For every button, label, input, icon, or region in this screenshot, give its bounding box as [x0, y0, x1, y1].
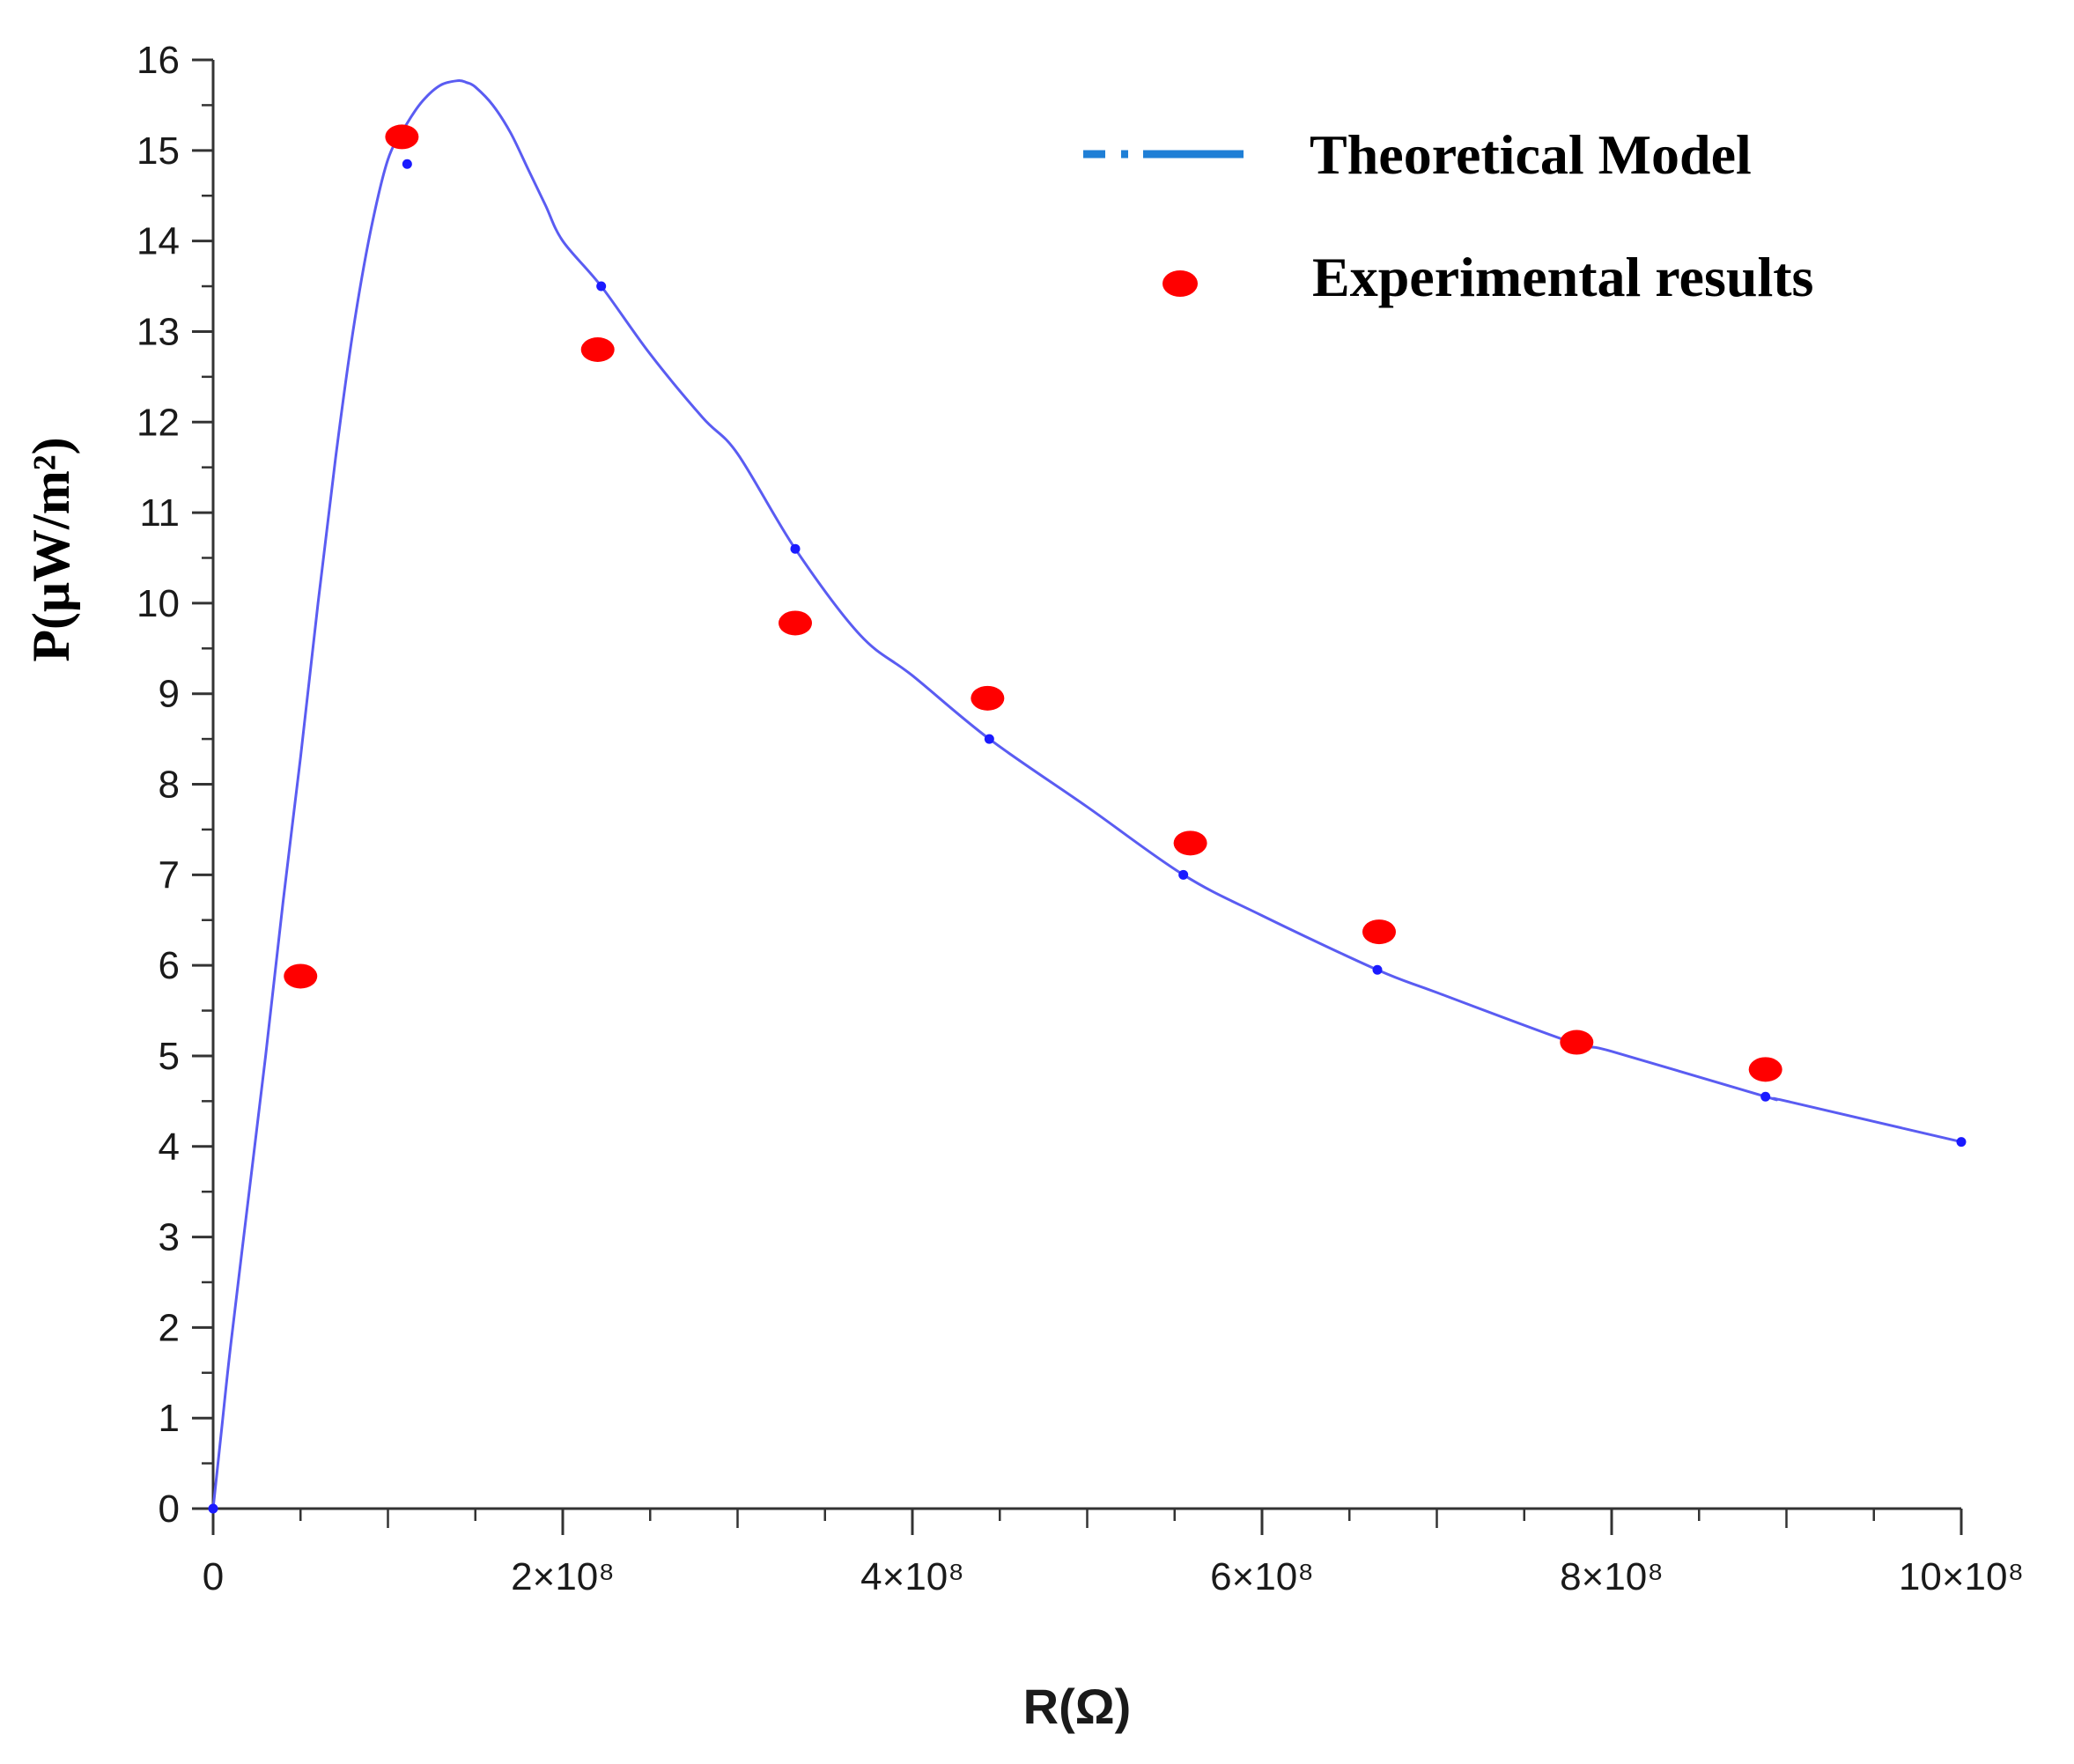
- theoretical-model-marker: [402, 159, 412, 169]
- y-tick-label: 11: [139, 491, 180, 535]
- legend-label-experimental-results: Experimental results: [1312, 246, 1813, 308]
- y-tick-label: 0: [159, 1487, 180, 1531]
- y-tick-label: 13: [137, 310, 180, 353]
- experimental-point: [1173, 830, 1207, 856]
- theoretical-model-marker: [1372, 964, 1383, 975]
- theoretical-model-marker: [790, 543, 801, 554]
- x-tick-label: 10×10⁸: [1899, 1555, 2024, 1598]
- x-tick-label: 2×10⁸: [511, 1555, 615, 1598]
- theoretical-model-marker: [208, 1503, 218, 1514]
- experimental-point: [1748, 1057, 1782, 1082]
- theoretical-model-marker: [596, 281, 607, 292]
- x-tick-label: 4×10⁸: [860, 1555, 964, 1598]
- experimental-point: [385, 124, 419, 150]
- experimental-point: [971, 685, 1005, 711]
- y-tick-label: 16: [137, 39, 180, 82]
- experimental-point: [284, 963, 318, 989]
- y-tick-label: 12: [137, 401, 180, 444]
- x-tick-label: 6×10⁸: [1210, 1555, 1314, 1598]
- x-tick-label: 0: [203, 1555, 224, 1598]
- theoretical-model-marker: [1956, 1137, 1967, 1148]
- legend-label-theoretical-model: Theoretical Model: [1310, 123, 1752, 186]
- y-tick-label: 3: [159, 1216, 180, 1259]
- y-tick-label: 10: [137, 582, 180, 625]
- x-axis-title: R(Ω): [1023, 1679, 1132, 1734]
- theoretical-model-marker: [984, 734, 994, 744]
- experimental-point: [1362, 919, 1396, 945]
- y-tick-label: 4: [159, 1126, 180, 1169]
- theoretical-model-marker: [1760, 1091, 1771, 1102]
- legend: Theoretical Model Experimental results: [1083, 123, 1813, 308]
- experimental-point: [580, 337, 615, 362]
- y-tick-label: 2: [159, 1306, 180, 1349]
- experimental-results-layer: [284, 124, 1782, 1082]
- experimental-point: [1560, 1030, 1594, 1055]
- y-tick-label: 9: [159, 673, 180, 716]
- x-tick-label: 8×10⁸: [1560, 1555, 1664, 1598]
- y-tick-label: 8: [159, 764, 180, 807]
- y-tick-label: 7: [159, 853, 180, 897]
- y-tick-label: 6: [159, 944, 180, 987]
- legend-marker-experimental: [1162, 270, 1198, 297]
- y-axis-title: P(μW/m²): [22, 437, 80, 661]
- y-tick-label: 15: [137, 129, 180, 173]
- y-tick-label: 14: [137, 220, 180, 263]
- y-tick-label: 5: [159, 1035, 180, 1078]
- experimental-point: [779, 610, 813, 636]
- theoretical-model-marker: [1178, 869, 1189, 880]
- y-tick-label: 1: [159, 1397, 180, 1440]
